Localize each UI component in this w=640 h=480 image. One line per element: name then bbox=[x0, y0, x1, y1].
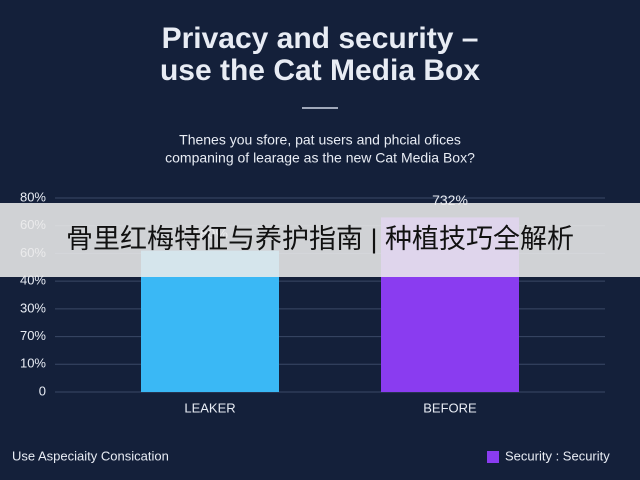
y-tick-label: 30% bbox=[20, 300, 46, 315]
footnote: Use Aspeciaity Consication bbox=[12, 448, 169, 463]
y-tick-label: 70% bbox=[20, 328, 46, 343]
y-tick-label: 0 bbox=[39, 383, 46, 398]
overlay-banner-text: 骨里红梅特征与养护指南 | 种植技巧全解析 bbox=[66, 224, 574, 254]
overlay-banner bbox=[0, 203, 640, 277]
x-tick-label: BEFORE bbox=[423, 400, 477, 415]
chart-title: Privacy and security – bbox=[162, 22, 479, 55]
legend-swatch bbox=[487, 451, 499, 463]
y-tick-label: 10% bbox=[20, 356, 46, 371]
chart-subtitle: companing of learage as the new Cat Medi… bbox=[165, 150, 475, 166]
chart-title: use the Cat Media Box bbox=[160, 54, 480, 87]
y-tick-label: 80% bbox=[20, 189, 46, 204]
x-tick-label: LEAKER bbox=[184, 400, 235, 415]
chart-subtitle: Thenes you sfore, pat users and phcial o… bbox=[179, 132, 461, 148]
legend-label: Security : Security bbox=[505, 448, 610, 463]
